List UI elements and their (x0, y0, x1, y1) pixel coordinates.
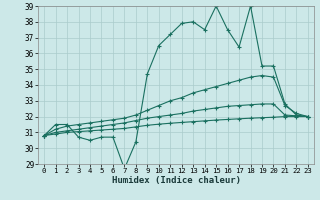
X-axis label: Humidex (Indice chaleur): Humidex (Indice chaleur) (111, 176, 241, 185)
